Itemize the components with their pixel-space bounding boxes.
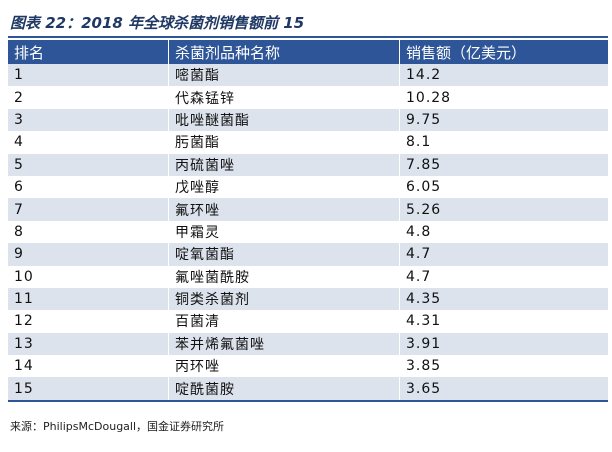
- table-cell: 4.8: [406, 223, 432, 240]
- title-rule: [8, 36, 608, 38]
- table-cell: 吡唑醚菌酯: [168, 108, 400, 132]
- table-body: 1 嘧菌酯 14.2 2 代森锰锌 10.28 3 吡唑醚菌酯 9.75 4 肟菌酯 8.1 5 丙硫菌唑…: [8, 64, 608, 402]
- table-cell: 5: [8, 153, 169, 176]
- figure-title: 图表 22：2018 年全球杀菌剂销售额前 15: [10, 14, 305, 32]
- table-cell: 10.28: [406, 89, 452, 106]
- table-cell: 10: [8, 265, 169, 288]
- table-row: 1 嘧菌酯 14.2: [8, 64, 608, 87]
- table: 排名 杀菌剂品种名称 销售额（亿美元） 1 嘧菌酯 14.2 2 代森锰锌 10.28 3 吡唑醚…: [8, 40, 608, 402]
- table-cell: 6: [8, 175, 169, 199]
- header-row: 排名 杀菌剂品种名称 销售额（亿美元）: [8, 40, 608, 64]
- table-cell: 6.05: [406, 179, 442, 196]
- table-cell: 3.85: [406, 358, 442, 375]
- table-cell: 8: [8, 220, 169, 244]
- table-cell: 氟唑菌酰胺: [168, 265, 400, 288]
- table-cell: 啶氧菌酯: [168, 243, 400, 266]
- table-row: 8 甲霜灵 4.8: [8, 220, 608, 244]
- table-cell: 氟环唑: [168, 198, 400, 221]
- table-row: 6 戊唑醇 6.05: [8, 175, 608, 199]
- table-cell: 甲霜灵: [168, 220, 400, 244]
- table-cell: 5.26: [399, 198, 608, 221]
- table-cell: 铜类杀菌剂: [168, 287, 400, 311]
- header-cell: 排名: [8, 40, 169, 64]
- table-cell: 12: [8, 310, 169, 333]
- header-cell: 销售额（亿美元）: [399, 40, 608, 64]
- table-cell: 3: [8, 108, 169, 132]
- table-cell: 13: [8, 332, 169, 356]
- table-row: 9 啶氧菌酯 4.7: [8, 243, 608, 266]
- table-cell: 4.31: [406, 313, 442, 330]
- source-note: 来源：PhilipsMcDougall，国金证券研究所: [10, 420, 225, 433]
- table-row: 11 铜类杀菌剂 4.35: [8, 287, 608, 311]
- table-cell: 肟菌酯: [168, 131, 400, 154]
- table-row: 2 代森锰锌 10.28: [8, 86, 608, 109]
- table-row: 14 丙环唑 3.85: [8, 355, 608, 378]
- table-cell: 代森锰锌: [168, 86, 400, 109]
- table-cell: 4: [8, 131, 169, 154]
- table-cell: 7.85: [399, 153, 608, 176]
- table-cell: 百菌清: [168, 310, 400, 333]
- table-cell: 9.75: [399, 108, 608, 132]
- table-row: 13 苯并烯氟菌唑 3.91: [8, 332, 608, 356]
- table-row: 12 百菌清 4.31: [8, 310, 608, 333]
- table-row: 3 吡唑醚菌酯 9.75: [8, 108, 608, 132]
- table-cell: 啶酰菌胺: [168, 377, 400, 402]
- table-cell: 4.35: [399, 287, 608, 311]
- table-cell: 苯并烯氟菌唑: [168, 332, 400, 356]
- table-cell: 8.1: [406, 134, 432, 151]
- table-cell: 14: [8, 355, 169, 378]
- table-cell: 14.2: [399, 64, 608, 87]
- table-cell: 2: [8, 86, 169, 109]
- table-row: 5 丙硫菌唑 7.85: [8, 153, 608, 176]
- table-cell: 15: [8, 377, 169, 402]
- table-cell: 嘧菌酯: [168, 64, 400, 87]
- table-cell: 4.7: [399, 243, 608, 266]
- table-cell: 丙硫菌唑: [168, 153, 400, 176]
- table-cell: 丙环唑: [168, 355, 400, 378]
- table-row: 10 氟唑菌酰胺 4.7: [8, 265, 608, 288]
- table-cell: 3.65: [399, 377, 608, 402]
- table-row: 4 肟菌酯 8.1: [8, 131, 608, 154]
- table-cell: 11: [8, 287, 169, 311]
- table-cell: 3.91: [399, 332, 608, 356]
- table-cell: 4.7: [406, 268, 432, 285]
- table-cell: 1: [8, 64, 169, 87]
- table-cell: 7: [8, 198, 169, 221]
- table-cell: 戊唑醇: [168, 175, 400, 199]
- table-row: 15 啶酰菌胺 3.65: [8, 377, 608, 402]
- table-cell: 9: [8, 243, 169, 266]
- header-cell: 杀菌剂品种名称: [168, 40, 400, 64]
- table-row: 7 氟环唑 5.26: [8, 198, 608, 221]
